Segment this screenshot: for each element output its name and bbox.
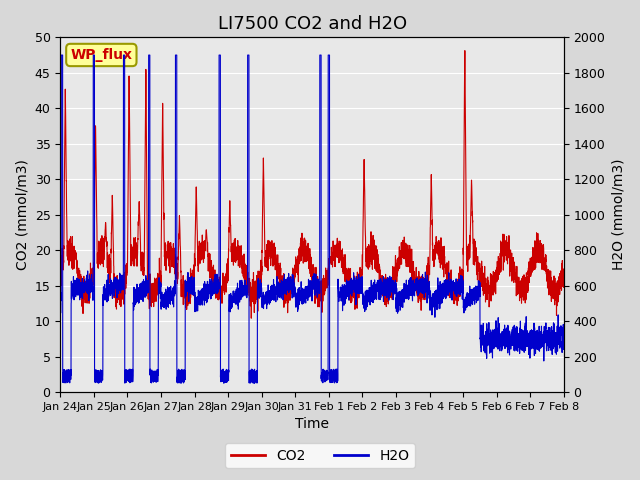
CO2 bbox=[560, 270, 568, 276]
CO2 bbox=[453, 302, 461, 308]
Legend: CO2, H2O: CO2, H2O bbox=[225, 443, 415, 468]
CO2 bbox=[56, 276, 64, 282]
Y-axis label: CO2 (mmol/m3): CO2 (mmol/m3) bbox=[15, 159, 29, 270]
CO2 bbox=[397, 249, 404, 254]
H2O bbox=[560, 334, 568, 339]
H2O bbox=[56, 307, 64, 313]
H2O bbox=[425, 280, 433, 286]
H2O bbox=[293, 300, 301, 306]
Line: H2O: H2O bbox=[60, 55, 564, 383]
CO2 bbox=[147, 300, 155, 306]
H2O bbox=[454, 288, 461, 293]
CO2 bbox=[425, 276, 433, 281]
H2O bbox=[58, 52, 65, 58]
Title: LI7500 CO2 and H2O: LI7500 CO2 and H2O bbox=[218, 15, 406, 33]
CO2 bbox=[559, 279, 567, 285]
H2O bbox=[147, 380, 155, 385]
H2O bbox=[220, 380, 228, 386]
Y-axis label: H2O (mmol/m3): H2O (mmol/m3) bbox=[611, 159, 625, 270]
H2O bbox=[397, 293, 404, 299]
H2O bbox=[559, 340, 567, 346]
CO2 bbox=[248, 315, 255, 321]
CO2 bbox=[293, 259, 301, 264]
X-axis label: Time: Time bbox=[295, 418, 329, 432]
Text: WP_flux: WP_flux bbox=[70, 48, 132, 62]
Line: CO2: CO2 bbox=[60, 50, 564, 318]
CO2 bbox=[461, 48, 468, 53]
